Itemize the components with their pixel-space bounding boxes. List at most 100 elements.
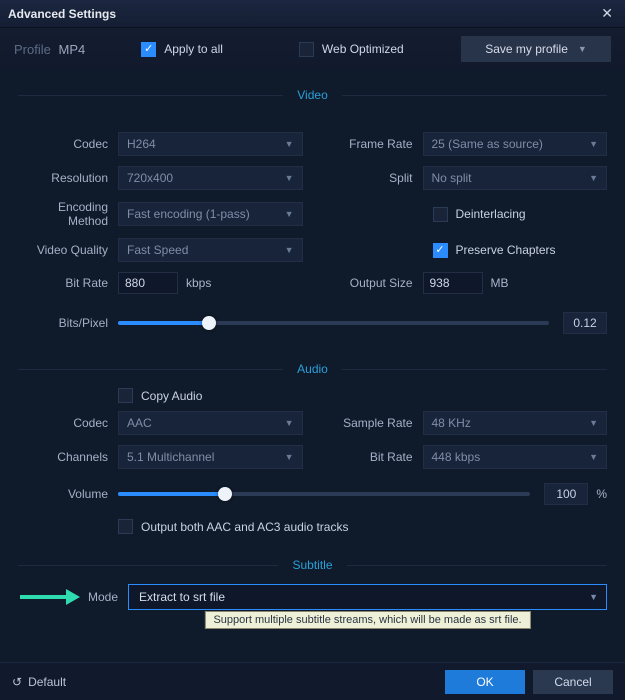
web-optimized-label: Web Optimized [322,42,404,56]
video-encoding-select[interactable]: Fast encoding (1-pass)▼ [118,202,303,226]
subtitle-mode-value: Extract to srt file [139,590,225,604]
copy-audio-label: Copy Audio [141,389,202,403]
save-profile-button[interactable]: Save my profile ▼ [461,36,611,62]
label: Bit Rate [323,450,423,464]
chevron-down-icon: ▼ [589,418,598,428]
chevron-down-icon: ▼ [285,209,294,219]
audio-bitrate-select[interactable]: 448 kbps▼ [423,445,608,469]
undo-icon: ↺ [12,675,22,689]
subtitle-section-header: Subtitle [18,558,607,572]
audio-grid: Codec AAC▼ Sample Rate 48 KHz▼ Channels … [18,411,607,469]
window-title: Advanced Settings [8,7,597,21]
deinterlacing-checkbox[interactable]: Deinterlacing [433,200,608,228]
chevron-down-icon: ▼ [589,139,598,149]
apply-to-all-checkbox[interactable]: Apply to all [141,42,223,57]
checkbox-icon [141,42,156,57]
label: Volume [18,487,118,501]
audio-channels-field: Channels 5.1 Multichannel▼ [18,445,303,469]
checkbox-icon [433,243,448,258]
bits-pixel-row: Bits/Pixel 0.12 [18,312,607,334]
unit: kbps [186,276,211,290]
video-resolution-field: Resolution 720x400▼ [18,166,303,190]
chevron-down-icon: ▼ [285,418,294,428]
chevron-down-icon: ▼ [578,44,587,54]
video-bitrate-input[interactable] [118,272,178,294]
cancel-button[interactable]: Cancel [533,670,613,694]
default-button[interactable]: ↺ Default [12,675,66,689]
default-label: Default [28,675,66,689]
label: Channels [18,450,118,464]
subtitle-tooltip: Support multiple subtitle streams, which… [204,611,530,629]
label: Resolution [18,171,118,185]
label: Split [323,171,423,185]
bits-pixel-slider[interactable] [118,321,549,325]
chevron-down-icon: ▼ [589,173,598,183]
video-codec-select[interactable]: H264▼ [118,132,303,156]
unit: % [596,487,607,501]
video-resolution-select[interactable]: 720x400▼ [118,166,303,190]
volume-slider[interactable] [118,492,530,496]
output-both-checkbox[interactable]: Output both AAC and AC3 audio tracks [118,519,607,534]
unit: MB [491,276,509,290]
content-area: Video Codec H264▼ Frame Rate 25 (Same as… [0,70,625,662]
ok-button[interactable]: OK [445,670,525,694]
top-row: Profile MP4 Apply to all Web Optimized S… [0,28,625,70]
label: Sample Rate [323,416,423,430]
checkbox-icon [299,42,314,57]
video-split-select[interactable]: No split▼ [423,166,608,190]
bits-pixel-value: 0.12 [563,312,607,334]
label: Video Quality [18,243,118,257]
subtitle-mode-select[interactable]: Extract to srt file ▼ Support multiple s… [128,584,607,610]
chevron-down-icon: ▼ [285,173,294,183]
audio-bitrate-field: Bit Rate 448 kbps▼ [323,445,608,469]
audio-codec-select[interactable]: AAC▼ [118,411,303,435]
label: Output Size [323,276,423,290]
deinterlacing-label: Deinterlacing [456,207,526,221]
chevron-down-icon: ▼ [285,139,294,149]
checkbox-icon [118,519,133,534]
video-outputsize-field: Output Size MB [323,272,608,294]
close-icon[interactable]: ✕ [597,5,617,22]
video-framerate-select[interactable]: 25 (Same as source)▼ [423,132,608,156]
checkbox-icon [433,207,448,222]
video-codec-field: Codec H264▼ [18,132,303,156]
footer: ↺ Default OK Cancel [0,662,625,700]
audio-channels-select[interactable]: 5.1 Multichannel▼ [118,445,303,469]
label: Codec [18,137,118,151]
video-split-field: Split No split▼ [323,166,608,190]
label: Frame Rate [323,137,423,151]
volume-row: Volume 100 % [18,483,607,505]
video-section-header: Video [18,88,607,102]
profile-label: Profile MP4 [14,42,85,57]
subtitle-mode-row: Mode Extract to srt file ▼ Support multi… [18,584,607,610]
preserve-chapters-checkbox[interactable]: Preserve Chapters [433,238,608,262]
video-framerate-field: Frame Rate 25 (Same as source)▼ [323,132,608,156]
video-quality-select[interactable]: Fast Speed▼ [118,238,303,262]
pointer-arrow-icon [18,587,86,607]
audio-samplerate-select[interactable]: 48 KHz▼ [423,411,608,435]
web-optimized-checkbox[interactable]: Web Optimized [299,42,404,57]
checkbox-icon [118,388,133,403]
apply-to-all-label: Apply to all [164,42,223,56]
preserve-chapters-label: Preserve Chapters [456,243,556,257]
label: Bits/Pixel [18,316,118,330]
profile-label-text: Profile [14,42,51,57]
audio-section-header: Audio [18,362,607,376]
video-outputsize-input[interactable] [423,272,483,294]
chevron-down-icon: ▼ [589,592,598,602]
chevron-down-icon: ▼ [589,452,598,462]
chevron-down-icon: ▼ [285,452,294,462]
label: Codec [18,416,118,430]
output-both-label: Output both AAC and AC3 audio tracks [141,520,348,534]
profile-value: MP4 [58,42,85,57]
video-bitrate-field: Bit Rate kbps [18,272,303,294]
copy-audio-checkbox[interactable]: Copy Audio [118,388,607,403]
chevron-down-icon: ▼ [285,245,294,255]
label: Bit Rate [18,276,118,290]
title-bar: Advanced Settings ✕ [0,0,625,28]
save-profile-label: Save my profile [485,42,568,56]
volume-value: 100 [544,483,588,505]
label: Encoding Method [18,200,118,228]
label: Mode [86,590,128,604]
video-grid: Codec H264▼ Frame Rate 25 (Same as sourc… [18,132,607,294]
